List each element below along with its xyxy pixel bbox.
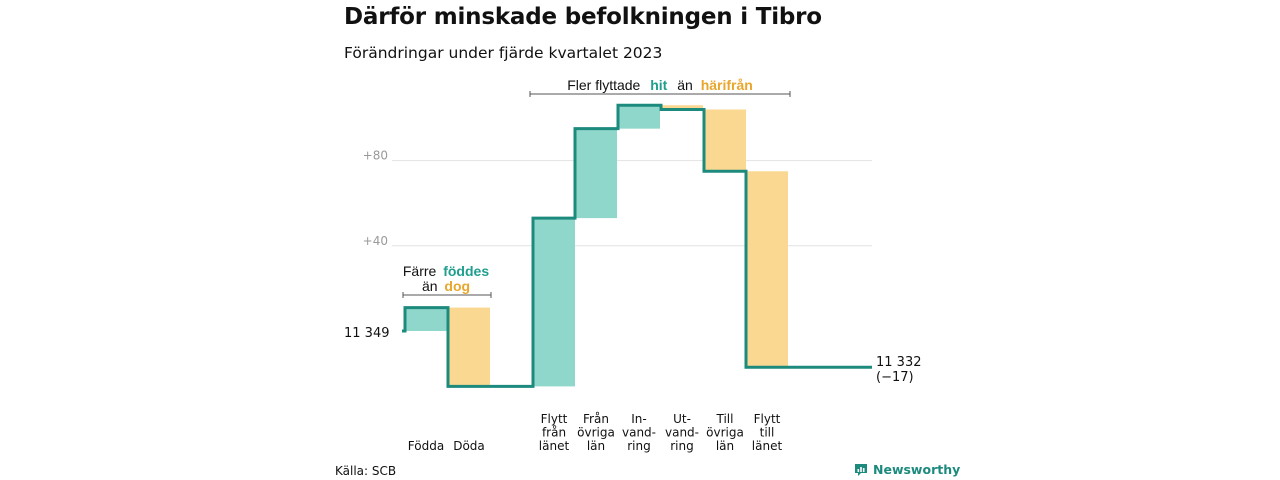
end-change-label: (−17) [876,370,914,385]
category-label-3-0: Från [583,412,609,426]
category-label-7-2: länet [752,439,783,453]
moves-annotation-word-2: hit [650,77,667,93]
bar-4 [618,105,660,129]
births-annotation-word-3: än [422,278,438,294]
bar-3 [575,128,617,219]
brand-logo: Newsworthy [854,462,960,477]
births-annotation-bracket [402,292,492,298]
category-label-5-1: vand- [665,426,699,440]
category-label-4-0: In- [631,412,646,426]
y-tick-label-0: +40 [363,234,388,248]
category-label-5-0: Ut- [673,412,691,426]
category-label-2-0: Flytt [541,412,568,426]
births-annotation: Färre föddes än dog [402,263,492,298]
brand-name: Newsworthy [873,462,961,477]
moves-annotation-word-4: härifrån [701,77,753,93]
svg-text:än dog: än dog [422,278,470,294]
page-subtitle: Förändringar under fjärde kvartalet 2023 [344,44,663,62]
moves-annotation-word-3: än [677,77,693,93]
bar-7 [746,171,788,368]
category-label-3-1: övriga [577,426,615,440]
moves-annotation: Fler flyttade hit än härifrån [529,77,791,97]
category-label-2-2: länet [539,439,570,453]
bars [405,105,788,387]
running-total-line [402,103,872,388]
svg-text:Fler flyttade hit: Fler flyttade hit än härifrån [567,77,753,93]
moves-annotation-word-1: Fler flyttade [567,77,640,93]
svg-text:Färre föddes: Färre föddes [403,263,489,279]
end-value-label: 11 332 [876,355,922,370]
gridlines: +40 +80 [363,149,872,248]
births-annotation-word-4: dog [444,278,470,294]
births-annotation-word-1: Färre [403,263,437,279]
category-label-4-2: ring [627,439,651,453]
running-total-path [402,103,872,388]
category-label-2-1: från [542,426,566,440]
category-label-6-0: Till [716,412,734,426]
bar-0 [405,307,447,331]
bar-6 [704,109,746,172]
category-label-4-1: vand- [622,426,656,440]
y-tick-label-1: +80 [363,149,388,163]
category-labels: Födda DödaFlyttfrånlänetFrånövrigalänIn-v… [408,412,783,453]
category-label-6-1: övriga [706,426,744,440]
category-label-6-2: län [716,439,734,453]
page-title: Därför minskade befolkningen i Tibro [344,4,822,30]
category-label-1-0: Döda [453,439,485,453]
category-label-3-2: län [587,439,605,453]
bar-2 [533,218,575,387]
source-note: Källa: SCB [335,464,397,478]
bar-1 [448,307,490,387]
newsworthy-logo-icon [855,463,867,476]
bar-5 [661,105,703,110]
births-annotation-word-2: föddes [443,263,489,279]
category-label-7-0: Flytt [754,412,781,426]
moves-annotation-bracket [529,91,791,97]
category-label-5-2: ring [670,439,694,453]
category-label-0-0: Födda [408,439,444,453]
category-label-7-1: till [760,426,775,440]
start-value-label: 11 349 [344,326,390,341]
